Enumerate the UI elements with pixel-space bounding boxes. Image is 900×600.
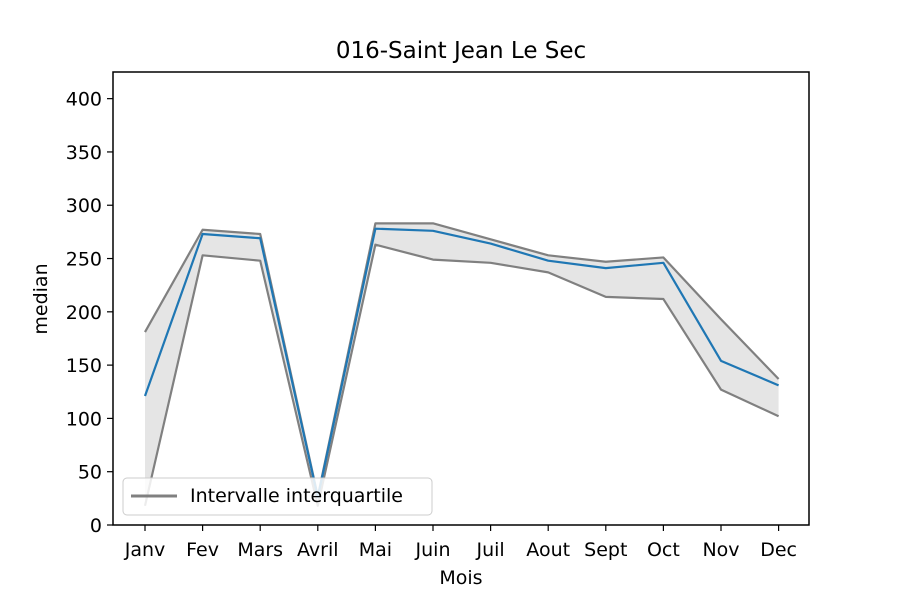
- x-tick-label: Aout: [526, 539, 570, 561]
- x-tick-label: Juil: [475, 539, 504, 561]
- x-tick-label: Fev: [186, 539, 219, 561]
- y-tick-label: 200: [66, 302, 102, 324]
- x-axis: Janv Fev Mars Avril Mai Juin Juil Aout Sept Oct No…: [124, 525, 797, 561]
- plot-frame: [112, 71, 810, 526]
- x-tick-label: Mai: [359, 539, 392, 561]
- x-tick-label: Dec: [760, 539, 797, 561]
- y-tick-label: 50: [78, 462, 102, 484]
- x-tick-label: Juin: [415, 539, 451, 561]
- y-tick-label: 250: [66, 249, 102, 271]
- x-tick-label: Avril: [297, 539, 339, 561]
- legend-box: [122, 477, 433, 516]
- y-axis-title: median: [30, 263, 52, 334]
- x-tick-label: Janv: [124, 539, 166, 561]
- x-tick-label: Nov: [702, 539, 739, 561]
- median-line: [143, 227, 780, 499]
- y-tick-label: 150: [66, 355, 102, 377]
- y-tick-label: 300: [66, 195, 102, 217]
- q3-line: [144, 222, 780, 498]
- y-tick-label: 400: [66, 89, 102, 111]
- y-axis: 0 50 100 150 200 250 300 350 400: [66, 89, 113, 537]
- x-tick-label: Oct: [647, 539, 680, 561]
- x-tick-label: Mars: [237, 539, 283, 561]
- y-tick-label: 100: [66, 408, 102, 430]
- legend-label: Intervalle interquartile: [190, 485, 403, 507]
- plot-area: [143, 222, 780, 507]
- interquartile-band: [145, 223, 779, 506]
- legend: Intervalle interquartile: [122, 477, 433, 516]
- chart-title: 016-Saint Jean Le Sec: [336, 38, 586, 64]
- y-tick-label: 350: [66, 142, 102, 164]
- y-tick-label: 0: [90, 515, 102, 537]
- q1-line: [143, 243, 780, 507]
- x-tick-label: Sept: [584, 539, 627, 561]
- x-axis-title: Mois: [439, 567, 482, 589]
